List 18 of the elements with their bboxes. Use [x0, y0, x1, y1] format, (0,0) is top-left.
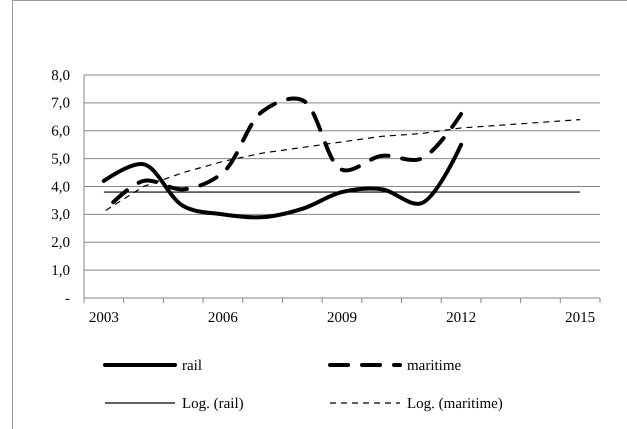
y-tick-label: 6,0: [51, 124, 70, 140]
y-tick-label: 4,0: [51, 179, 70, 196]
y-tick-label: 2,0: [51, 235, 70, 252]
legend-label: rail: [182, 358, 202, 374]
x-tick-label: 2012: [446, 310, 476, 326]
x-tick-label: 2003: [88, 310, 119, 326]
y-tick-label: 1,0: [51, 262, 70, 279]
x-tick-label: 2006: [208, 310, 238, 326]
legend-label: Log. (maritime): [407, 396, 503, 412]
y-tick-label: 3,0: [51, 207, 70, 224]
x-tick-label: 2015: [565, 310, 596, 326]
y-tick-label: 5,0: [51, 151, 70, 168]
y-tick-label: 7,0: [51, 96, 70, 112]
legend-label: Log. (rail): [182, 396, 244, 412]
y-tick-label: 8,0: [51, 68, 70, 84]
y-tick-label: -: [65, 290, 70, 307]
legend-label: maritime: [407, 358, 462, 374]
x-tick-label: 2009: [327, 310, 357, 326]
